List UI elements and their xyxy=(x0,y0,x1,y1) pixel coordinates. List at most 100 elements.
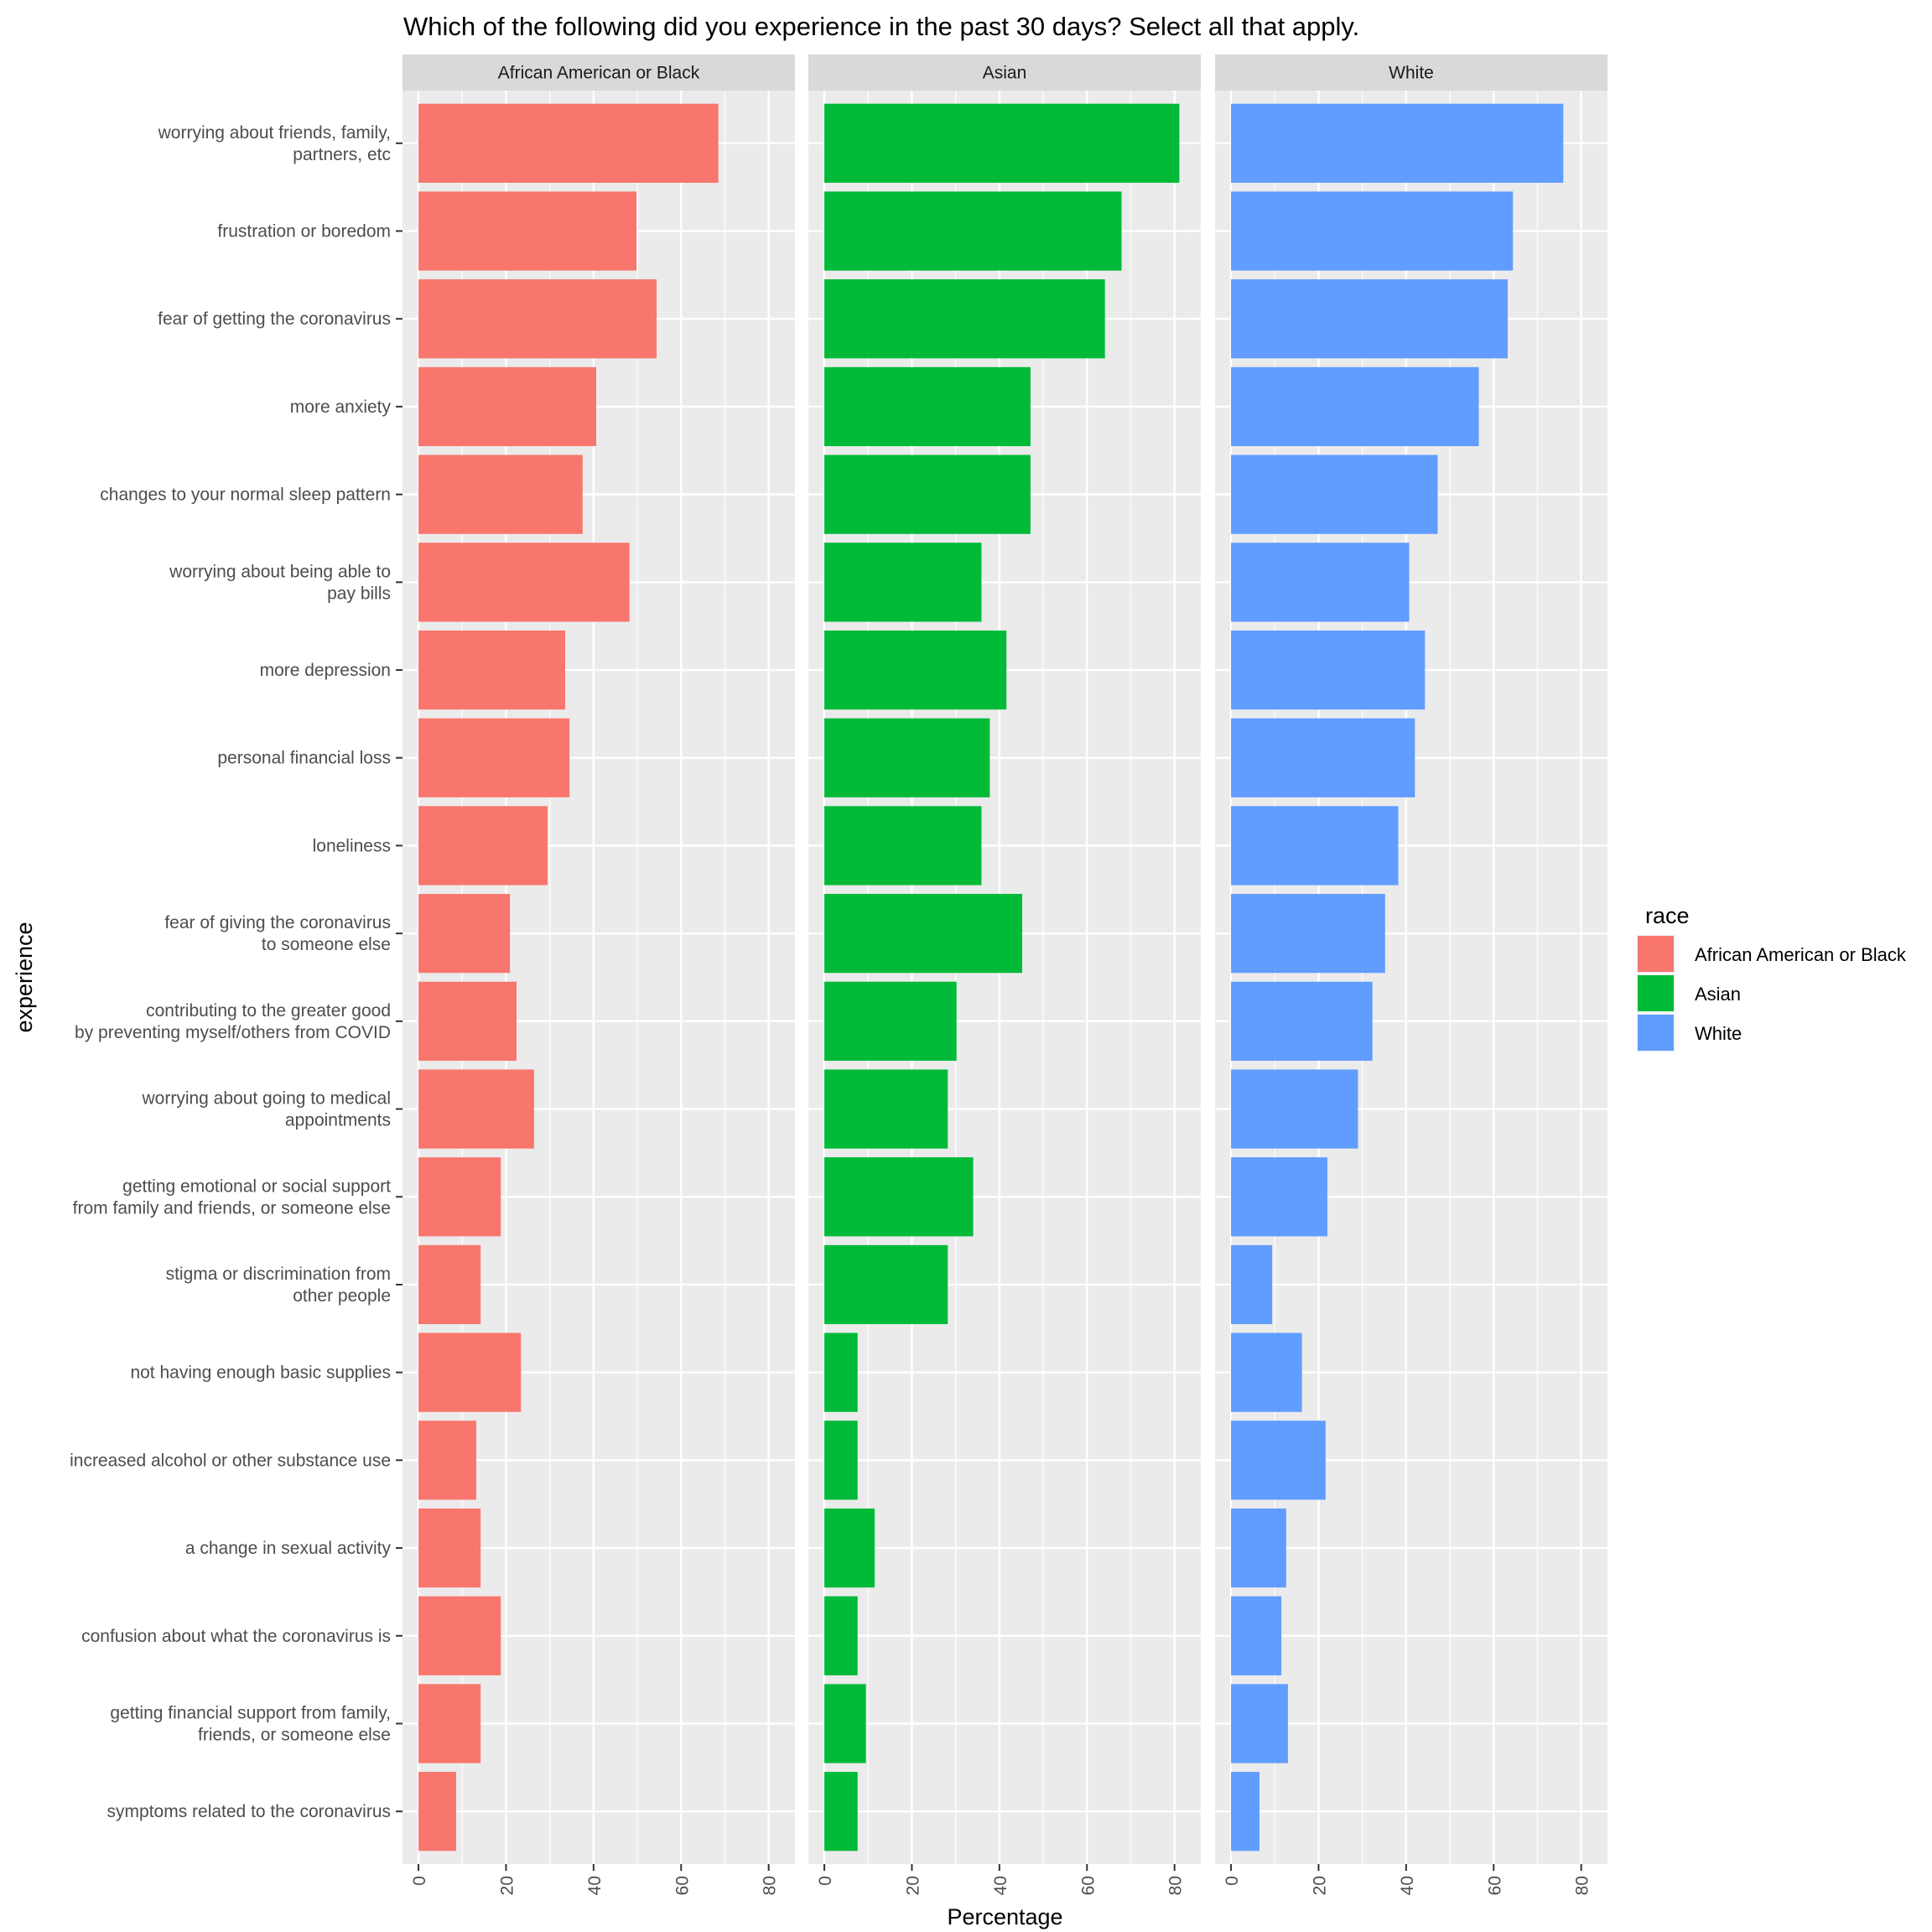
bar xyxy=(418,454,583,534)
bar xyxy=(1231,630,1426,710)
bar xyxy=(1231,1332,1302,1412)
bar xyxy=(418,1069,534,1149)
legend-label: White xyxy=(1695,1023,1742,1044)
bar xyxy=(1231,806,1399,886)
x-tick-label: 20 xyxy=(1310,1876,1329,1895)
legend-item: White xyxy=(1637,1014,1742,1052)
y-tick-label: more anxiety xyxy=(290,397,392,417)
bar xyxy=(824,1508,875,1588)
bar xyxy=(1231,279,1508,359)
bar xyxy=(418,806,548,886)
bar xyxy=(418,1772,456,1852)
y-tick-label: personal financial loss xyxy=(217,749,391,768)
x-tick-label: 20 xyxy=(903,1876,922,1895)
x-tick-label: 20 xyxy=(497,1876,517,1895)
x-tick-label: 80 xyxy=(761,1876,780,1895)
y-tick-label: increased alcohol or other substance use xyxy=(70,1451,391,1470)
bar xyxy=(418,894,511,974)
legend-label: African American or Black xyxy=(1695,944,1907,965)
y-tick-label: getting emotional or social support from … xyxy=(73,1176,392,1218)
bar xyxy=(418,1684,481,1763)
x-tick-label: 60 xyxy=(1485,1876,1504,1895)
y-tick-label: getting financial support from family, fr… xyxy=(110,1703,391,1744)
bar xyxy=(418,191,637,271)
bar xyxy=(824,1420,858,1500)
bar xyxy=(824,1157,974,1237)
bar xyxy=(824,630,1007,710)
bar xyxy=(824,103,1180,183)
legend-item: African American or Black xyxy=(1637,935,1907,974)
y-axis-labels: worrying about friends, family, partners,… xyxy=(70,123,402,1821)
facet-strip-label: African American or Black xyxy=(498,64,700,83)
bar xyxy=(418,279,657,359)
bar xyxy=(1231,894,1385,974)
legend-swatch xyxy=(1638,1015,1674,1051)
bar xyxy=(824,279,1105,359)
x-tick-label: 40 xyxy=(991,1876,1010,1895)
bar xyxy=(824,1684,866,1763)
y-tick-label: fear of getting the coronavirus xyxy=(158,309,391,329)
x-tick-label: 60 xyxy=(673,1876,692,1895)
bar xyxy=(418,630,565,710)
y-tick-label: changes to your normal sleep pattern xyxy=(100,486,391,505)
y-tick-label: loneliness xyxy=(313,836,391,855)
bar xyxy=(824,806,982,886)
facet-panels: African American or Black 0 20 40 60 80 Asian 0… xyxy=(402,55,1607,1895)
bar xyxy=(824,894,1023,974)
x-tick-label: 0 xyxy=(816,1876,835,1886)
y-tick-label: worrying about being able to pay bills xyxy=(169,562,391,603)
y-tick-label: more depression xyxy=(260,661,391,680)
facet-strip-label: Asian xyxy=(983,64,1027,83)
bar xyxy=(824,718,990,797)
x-tick-label: 80 xyxy=(1573,1876,1592,1895)
bar xyxy=(1231,1069,1358,1149)
bar xyxy=(1231,718,1415,797)
bar xyxy=(1231,1772,1259,1852)
y-tick-label: worrying about friends, family, partners,… xyxy=(158,123,391,164)
facet-strip xyxy=(1215,55,1607,91)
bar xyxy=(824,1596,858,1675)
bar xyxy=(418,1332,522,1412)
y-tick-label: a change in sexual activity xyxy=(185,1539,392,1558)
bar xyxy=(824,1244,948,1325)
x-tick-label: 0 xyxy=(410,1876,429,1886)
bar xyxy=(824,981,957,1061)
bar xyxy=(418,1420,476,1500)
bar xyxy=(1231,454,1438,534)
bar xyxy=(824,366,1031,447)
bar xyxy=(418,1596,501,1675)
x-tick-label: 40 xyxy=(1398,1876,1417,1895)
bar xyxy=(418,103,719,183)
bar xyxy=(1231,1157,1327,1237)
bar xyxy=(824,1332,858,1412)
facet-panel-white: White 0 20 40 60 80 xyxy=(1215,55,1607,1895)
x-tick-label: 60 xyxy=(1078,1876,1098,1895)
bar xyxy=(1231,1420,1326,1500)
facet-strip xyxy=(402,55,795,91)
bar xyxy=(1231,191,1514,271)
facet-strip-label: White xyxy=(1389,64,1434,83)
bar xyxy=(1231,103,1564,183)
bar xyxy=(1231,1684,1288,1763)
bar xyxy=(1231,366,1479,447)
bar xyxy=(824,543,982,622)
bar xyxy=(1231,1596,1282,1675)
x-axis-title: Percentage xyxy=(947,1904,1062,1929)
bar xyxy=(824,1069,948,1149)
bar xyxy=(824,1772,858,1852)
y-tick-label: fear of giving the coronavirus to someone… xyxy=(164,913,391,954)
x-tick-label: 40 xyxy=(585,1876,605,1895)
bar xyxy=(1231,1244,1273,1325)
bar xyxy=(1231,981,1373,1061)
y-axis-title: experience xyxy=(12,922,37,1032)
legend-label: Asian xyxy=(1695,984,1741,1005)
chart-title: Which of the following did you experienc… xyxy=(403,12,1359,41)
y-tick-label: stigma or discrimination from other peopl… xyxy=(166,1265,391,1306)
y-tick-label: worrying about going to medical appointme… xyxy=(141,1089,391,1130)
bar xyxy=(824,454,1031,534)
bar xyxy=(418,1508,481,1588)
legend-swatch xyxy=(1638,975,1674,1011)
bar xyxy=(824,191,1122,271)
y-tick-label: contributing to the greater good by preve… xyxy=(75,1001,391,1042)
bar xyxy=(1231,1508,1286,1588)
